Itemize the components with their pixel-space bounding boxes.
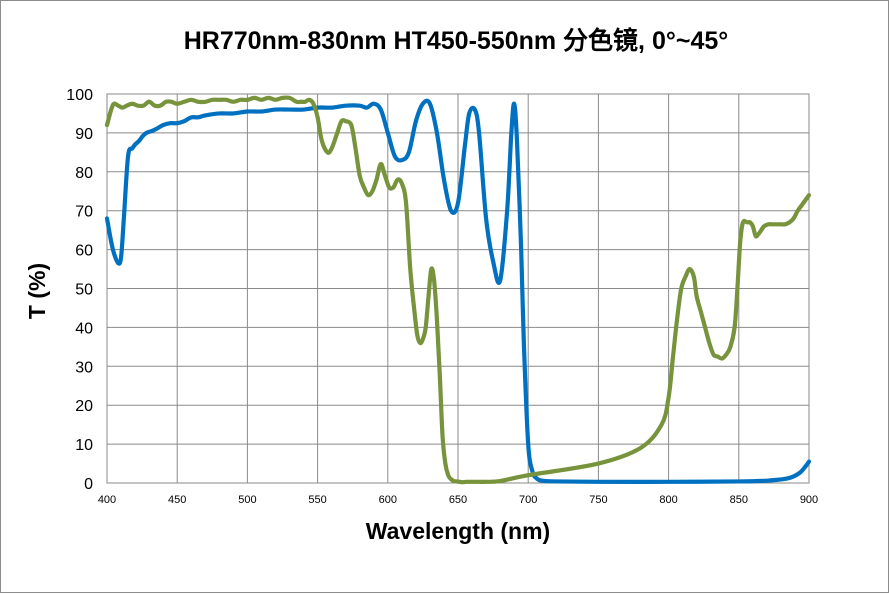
x-tick-label: 900 [800, 494, 818, 506]
x-tick-label: 500 [238, 494, 256, 506]
y-tick-label: 80 [75, 165, 93, 182]
y-tick-label: 30 [75, 359, 93, 376]
grid-lines [106, 93, 810, 484]
y-tick-label: 70 [75, 204, 93, 221]
y-tick-label: 90 [75, 126, 93, 143]
x-tick-label: 550 [308, 494, 326, 506]
x-tick-label: 650 [449, 494, 467, 506]
series-line-45deg [104, 95, 812, 485]
x-tick-label: 400 [98, 494, 116, 506]
x-tick-label: 600 [379, 494, 397, 506]
y-tick-label: 100 [66, 87, 93, 104]
x-tick-label: 800 [659, 494, 677, 506]
y-tick-label: 40 [75, 320, 93, 337]
y-axis-label: T (%) [24, 263, 50, 319]
x-tick-label: 450 [168, 494, 186, 506]
y-tick-label: 20 [75, 398, 93, 415]
y-tick-label: 10 [75, 437, 93, 454]
x-tick-label: 700 [519, 494, 537, 506]
y-tick-label: 0 [84, 476, 93, 493]
x-axis-ticks: 400 450 500 550 600 650 700 750 800 850 900 [98, 494, 818, 506]
series-lines [104, 95, 812, 485]
x-tick-label: 750 [589, 494, 607, 506]
series-line-0deg [104, 98, 812, 484]
x-tick-label: 850 [730, 494, 748, 506]
y-axis-ticks: 0 10 20 30 40 50 60 70 80 90 100 [66, 87, 93, 493]
x-axis-label: Wavelength (nm) [366, 518, 550, 544]
y-tick-label: 50 [75, 282, 93, 299]
y-tick-label: 60 [75, 243, 93, 260]
chart-title: HR770nm-830nm HT450-550nm 分色镜, 0°~45° [184, 26, 729, 55]
